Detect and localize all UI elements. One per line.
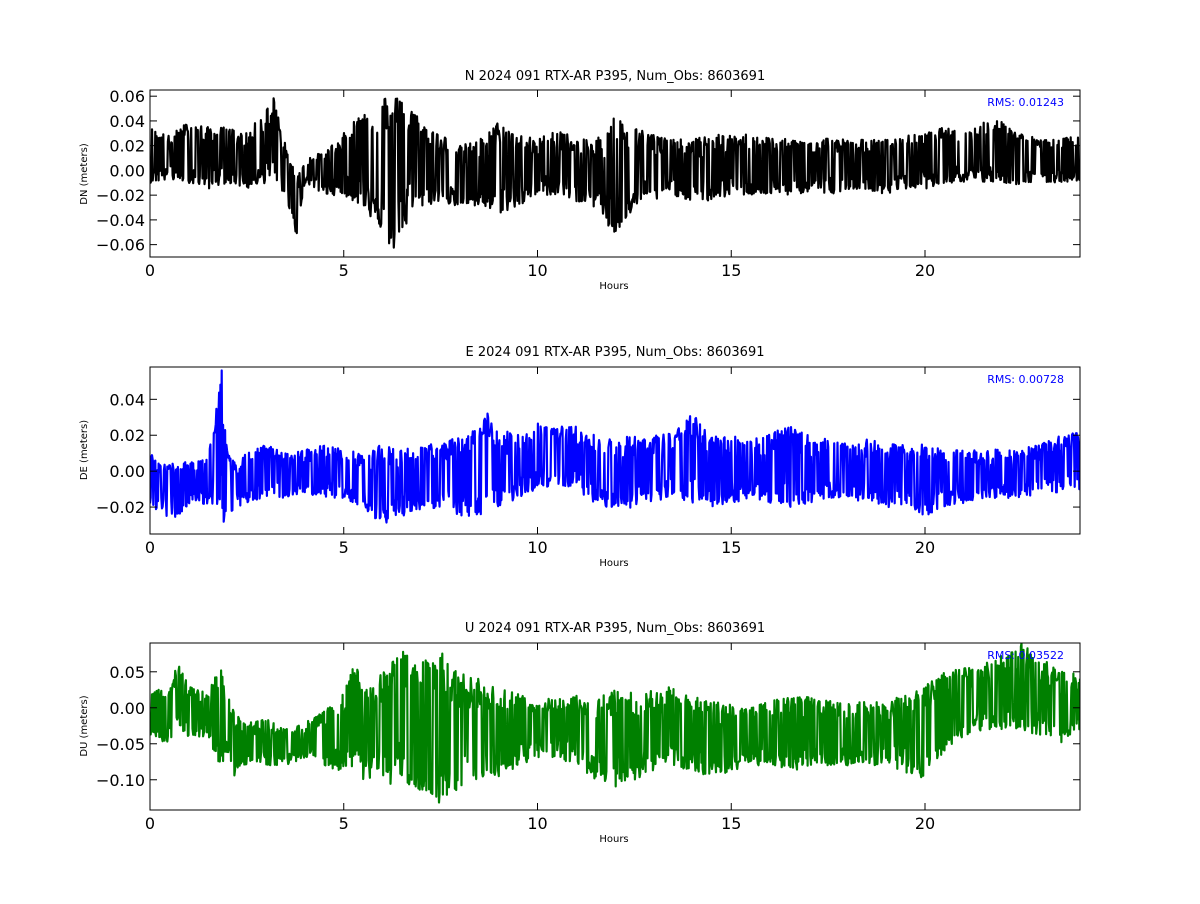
panel-up-rms-annotation: RMS: 0.03522 (987, 649, 1064, 662)
panel-up-plot: 0 5 10 15 20 −0.10 −0.05 0.00 0.05 (96, 643, 1080, 833)
panel-up-ytick-label: 0.00 (109, 699, 145, 718)
panel-up-ylabel: DU (meters) (79, 695, 90, 756)
panel-north-xtick-label: 20 (915, 261, 935, 280)
panel-north-plot: 0 5 10 15 20 −0.06 −0.04 −0.02 0.00 0.02 0.04 0.06 (96, 87, 1080, 280)
panel-north-xtick-label: 0 (145, 261, 155, 280)
panel-north-xtick-label: 10 (527, 261, 547, 280)
panel-east-xtick-label: 10 (527, 538, 547, 557)
panel-north-ytick-label: 0.04 (109, 112, 145, 131)
panel-north-ytick-label: 0.02 (109, 137, 145, 156)
panel-east-ylabel: DE (meters) (79, 420, 90, 480)
panel-north-ytick-label: −0.02 (96, 186, 145, 205)
panel-east-plot: 0 5 10 15 20 −0.02 0.00 0.02 0.04 (96, 367, 1080, 557)
panel-up-xtick-label: 0 (145, 814, 155, 833)
panel-up-xlabel: Hours (599, 834, 628, 845)
panel-up-xtick-label: 20 (915, 814, 935, 833)
panel-up-ytick-label: 0.05 (109, 663, 145, 682)
panel-north-ylabel: DN (meters) (79, 143, 90, 205)
panel-north-xlabel: Hours (599, 281, 628, 292)
panel-north-ytick-label: 0.06 (109, 87, 145, 106)
panel-up-xtick-label: 5 (339, 814, 349, 833)
panel-east-xtick-label: 0 (145, 538, 155, 557)
panel-up-ytick-label: −0.05 (96, 735, 145, 754)
panel-north-frame (149, 89, 1081, 258)
panel-east-frame (149, 366, 1081, 535)
panel-up-title: U 2024 091 RTX-AR P395, Num_Obs: 8603691 (465, 621, 765, 636)
panel-east-title: E 2024 091 RTX-AR P395, Num_Obs: 8603691 (466, 345, 765, 360)
panel-up-xtick-label: 10 (527, 814, 547, 833)
panel-north-series-line (150, 97, 1080, 249)
panel-north-ytick-label: −0.04 (96, 211, 145, 230)
panel-east-xtick-label: 20 (915, 538, 935, 557)
panel-east-ytick-label: −0.02 (96, 498, 145, 517)
panel-up-frame (149, 642, 1081, 811)
panel-east-xtick-label: 5 (339, 538, 349, 557)
panel-north-xtick-label: 15 (721, 261, 741, 280)
panel-up-series-line (150, 643, 1080, 804)
panel-east-ytick-label: 0.00 (109, 462, 145, 481)
panel-up: U 2024 091 RTX-AR P395, Num_Obs: 8603691… (79, 621, 1081, 845)
panel-north-ytick-label: 0.00 (109, 161, 145, 180)
panel-east-xlabel: Hours (599, 558, 628, 569)
panel-up-ytick-label: −0.10 (96, 771, 145, 790)
panel-east: E 2024 091 RTX-AR P395, Num_Obs: 8603691… (79, 345, 1081, 569)
panel-north-rms-annotation: RMS: 0.01243 (987, 96, 1064, 109)
panel-north-title: N 2024 091 RTX-AR P395, Num_Obs: 8603691 (465, 69, 765, 84)
panel-east-ytick-label: 0.02 (109, 426, 145, 445)
panel-east-rms-annotation: RMS: 0.00728 (987, 373, 1064, 386)
panel-east-xtick-label: 15 (721, 538, 741, 557)
panel-up-xtick-label: 15 (721, 814, 741, 833)
panel-north-ytick-label: −0.06 (96, 236, 145, 255)
panel-east-series-line (150, 369, 1080, 524)
panel-north: N 2024 091 RTX-AR P395, Num_Obs: 8603691… (79, 69, 1081, 292)
panel-east-ytick-label: 0.04 (109, 390, 145, 409)
panel-north-xtick-label: 5 (339, 261, 349, 280)
